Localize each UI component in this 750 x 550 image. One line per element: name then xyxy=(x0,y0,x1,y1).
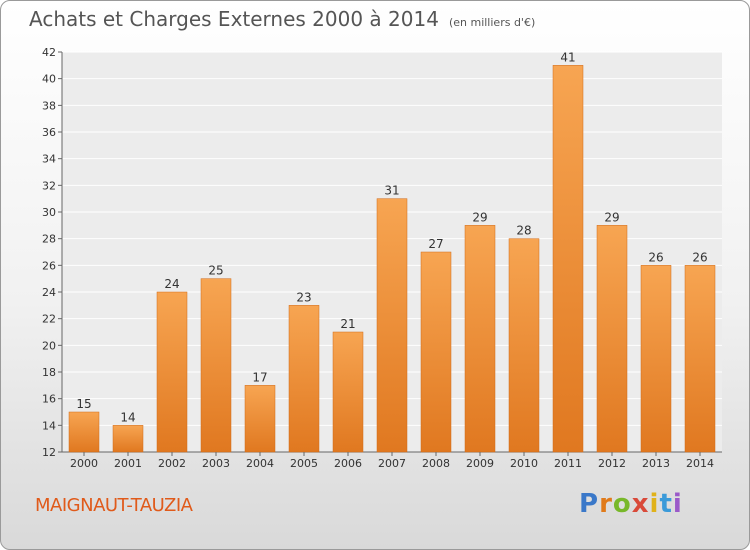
y-tick-label: 32 xyxy=(42,179,56,192)
data-label-2007: 31 xyxy=(384,184,399,198)
x-tick-label-2013: 2013 xyxy=(642,457,670,470)
data-label-2005: 23 xyxy=(296,290,311,304)
bar-2001 xyxy=(112,425,144,453)
logo-letter: P xyxy=(579,489,600,519)
x-tick-label-2002: 2002 xyxy=(158,457,186,470)
data-label-2004: 17 xyxy=(252,370,267,384)
y-tick-label: 40 xyxy=(42,73,56,86)
data-label-2014: 26 xyxy=(692,250,707,264)
y-tick-label: 22 xyxy=(42,313,56,326)
proxiti-logo: Proxiti xyxy=(579,489,683,519)
logo-letter: o xyxy=(612,489,632,519)
bar-2013 xyxy=(640,265,672,453)
data-label-2012: 29 xyxy=(604,210,619,224)
data-label-2003: 25 xyxy=(208,264,223,278)
chart-title-text: Achats et Charges Externes 2000 à 2014 xyxy=(29,7,439,31)
data-label-2009: 29 xyxy=(472,210,487,224)
logo-letter: r xyxy=(599,489,613,519)
y-tick-label: 20 xyxy=(42,339,56,352)
bar-2008 xyxy=(420,251,452,453)
x-tick-label-2014: 2014 xyxy=(686,457,714,470)
x-tick-label-2009: 2009 xyxy=(466,457,494,470)
bar-2014 xyxy=(684,265,716,453)
bar-2005 xyxy=(288,305,320,453)
y-tick-label: 38 xyxy=(42,99,56,112)
x-tick-label-2008: 2008 xyxy=(422,457,450,470)
data-label-2008: 27 xyxy=(428,237,443,251)
logo-letter: i xyxy=(672,489,683,519)
x-tick-label-2007: 2007 xyxy=(378,457,406,470)
x-tick-label-2003: 2003 xyxy=(202,457,230,470)
x-tick-label-2010: 2010 xyxy=(510,457,538,470)
chart-unit: (en milliers d'€) xyxy=(448,16,536,29)
bar-2000 xyxy=(68,411,100,453)
bar-2009 xyxy=(464,225,496,453)
data-label-2010: 28 xyxy=(516,224,531,238)
x-tick-label-2006: 2006 xyxy=(334,457,362,470)
data-label-2000: 15 xyxy=(76,397,91,411)
bar-2006 xyxy=(332,331,364,453)
bar-2004 xyxy=(244,385,276,453)
data-label-2001: 14 xyxy=(120,410,135,424)
x-tick-label-2004: 2004 xyxy=(246,457,274,470)
y-tick-label: 18 xyxy=(42,366,56,379)
bar-2003 xyxy=(200,278,232,453)
x-tick-label-2011: 2011 xyxy=(554,457,582,470)
x-tick-label-2000: 2000 xyxy=(70,457,98,470)
data-label-2002: 24 xyxy=(164,277,179,291)
location-label: MAIGNAUT-TAUZIA xyxy=(35,495,193,516)
y-tick-label: 26 xyxy=(42,259,56,272)
y-tick-label: 42 xyxy=(42,46,56,59)
y-tick-label: 34 xyxy=(42,153,56,166)
x-tick-label-2001: 2001 xyxy=(114,457,142,470)
bar-2012 xyxy=(596,225,628,453)
bar-2002 xyxy=(156,291,188,453)
y-tick-label: 12 xyxy=(42,446,56,459)
y-tick-label: 36 xyxy=(42,126,56,139)
logo-letter: i xyxy=(649,489,660,519)
y-tick-label: 14 xyxy=(42,419,56,432)
y-tick-label: 16 xyxy=(42,393,56,406)
data-label-2006: 21 xyxy=(340,317,355,331)
x-tick-label-2005: 2005 xyxy=(290,457,318,470)
chart-title: Achats et Charges Externes 2000 à 2014 (e… xyxy=(29,7,535,31)
bar-2011 xyxy=(552,65,584,453)
x-tick-label-2012: 2012 xyxy=(598,457,626,470)
y-tick-label: 30 xyxy=(42,206,56,219)
logo-letter: x xyxy=(631,489,650,519)
data-label-2013: 26 xyxy=(648,250,663,264)
data-label-2011: 41 xyxy=(560,50,575,64)
y-tick-label: 24 xyxy=(42,286,56,299)
bar-2007 xyxy=(376,198,408,453)
bar-2010 xyxy=(508,238,540,453)
y-tick-label: 28 xyxy=(42,233,56,246)
logo-letter: t xyxy=(659,489,673,519)
